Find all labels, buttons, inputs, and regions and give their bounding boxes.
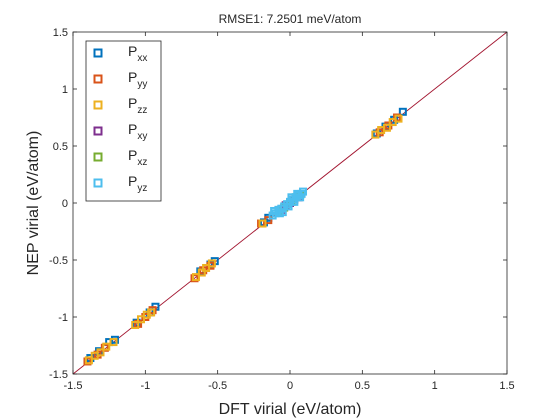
y-tick-label: -0.5	[49, 255, 68, 267]
data-point-zz	[207, 259, 216, 268]
data-point-yy	[100, 343, 109, 352]
y-tick-label: 1.5	[53, 27, 68, 39]
legend-box	[85, 40, 162, 202]
data-point-yz	[278, 208, 287, 217]
legend-marker-xx	[93, 48, 103, 58]
x-tick-label: 0	[287, 380, 293, 392]
x-tick-label: -0.5	[208, 380, 227, 392]
data-point-zz	[202, 263, 211, 272]
x-axis-label: DFT virial (eV/atom)	[219, 401, 362, 418]
y-tick-label: -1	[58, 312, 68, 324]
data-point-yy	[190, 274, 199, 283]
data-point-zz	[136, 315, 145, 324]
data-point-zz	[382, 123, 391, 132]
data-point-zz	[197, 268, 206, 277]
data-point-yy	[393, 113, 402, 122]
y-tick-label: 0.5	[53, 141, 68, 153]
legend-marker-xy	[93, 126, 103, 136]
y-tick-label: 1	[62, 84, 68, 96]
y-axis-ticks: -1.5 -1 -0.5 0 0.5 1 1.5	[49, 27, 507, 381]
legend-subscript: yy	[137, 79, 147, 90]
data-point-zz	[109, 338, 118, 347]
data-point-yy	[83, 357, 92, 366]
x-axis-ticks: -1.5 -1 -0.5 0 0.5 1 1.5	[64, 32, 515, 392]
data-point-yz	[284, 202, 293, 211]
y-axis-label: NEP virial (eV/atom)	[25, 131, 42, 276]
legend-marker-zz	[93, 100, 103, 110]
legend-marker-xz	[93, 152, 103, 162]
legend-marker-yy	[93, 74, 103, 84]
x-tick-label: -1.5	[64, 380, 83, 392]
legend-subscript: xy	[137, 131, 147, 142]
data-point-zz	[394, 114, 403, 123]
data-point-zz	[102, 342, 111, 351]
x-tick-label: 1.5	[499, 380, 514, 392]
legend-subscript: xz	[137, 157, 147, 168]
chart-title: RMSE1: 7.2501 meV/atom	[219, 12, 362, 26]
data-points-layer	[83, 107, 407, 366]
y-tick-label: -1.5	[49, 369, 68, 381]
legend-marker-yz	[93, 178, 103, 188]
x-tick-label: 0.5	[355, 380, 370, 392]
data-point-zz	[84, 356, 93, 365]
x-tick-label: -1	[140, 380, 150, 392]
legend-subscript: yz	[137, 183, 147, 194]
y-tick-label: 0	[62, 198, 68, 210]
data-point-yz	[287, 193, 296, 202]
data-point-xx	[398, 107, 407, 116]
data-point-zz	[258, 219, 267, 228]
data-point-zz	[131, 320, 140, 329]
legend-subscript: xx	[137, 53, 147, 64]
x-tick-label: 1	[432, 380, 438, 392]
data-point-zz	[147, 308, 156, 317]
legend-subscript: zz	[137, 105, 147, 116]
data-point-zz	[96, 348, 105, 357]
data-point-zz	[191, 273, 200, 282]
data-point-zz	[371, 130, 380, 139]
